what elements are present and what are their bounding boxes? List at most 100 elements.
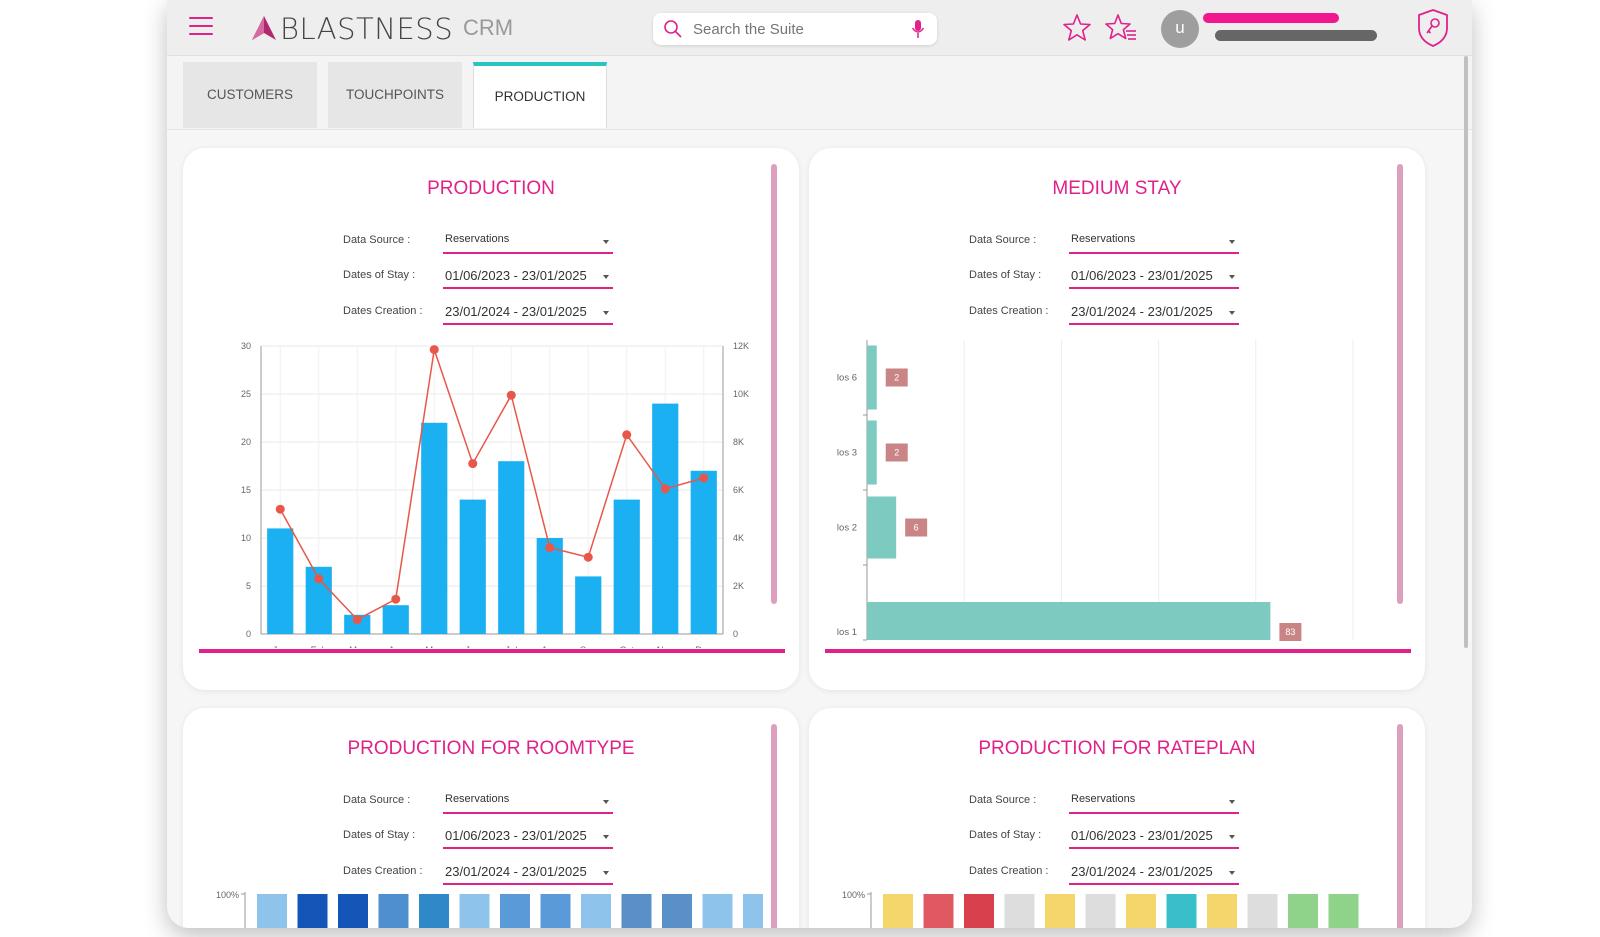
card-scrollbar[interactable] — [771, 724, 777, 928]
select-value: 23/01/2024 - 23/01/2025 — [445, 864, 587, 879]
stacked-bar — [1004, 894, 1035, 928]
data-source-select[interactable]: Reservations — [443, 228, 613, 254]
page-scrollbar[interactable] — [1464, 56, 1468, 648]
stacked-bar — [1045, 894, 1075, 928]
dates-stay-filter: Dates of Stay : 01/06/2023 - 23/01/2025 — [183, 823, 799, 849]
y-tick-left: 15 — [241, 485, 251, 495]
medium-stay-card: MEDIUM STAY Data Source : Reservations D… — [809, 148, 1425, 690]
line-point — [699, 473, 709, 483]
x-tick-label: Jan — [273, 645, 288, 648]
filter-label: Dates of Stay : — [969, 269, 1042, 281]
user-avatar[interactable]: u — [1161, 10, 1199, 48]
star-icon[interactable] — [1062, 13, 1092, 43]
dates-creation-select[interactable]: 23/01/2024 - 23/01/2025 — [1069, 299, 1239, 325]
data-source-filter: Data Source : Reservations — [809, 228, 1425, 254]
card-scrollbar[interactable] — [771, 164, 777, 604]
x-tick-label: Jul — [505, 645, 517, 648]
select-value: 01/06/2023 - 23/01/2025 — [1071, 268, 1213, 283]
data-source-select[interactable]: Reservations — [1069, 788, 1239, 814]
stacked-bar — [1247, 894, 1278, 928]
module-name: CRM — [463, 15, 514, 40]
microphone-icon[interactable] — [911, 19, 925, 39]
bar — [867, 420, 877, 485]
bar — [690, 470, 717, 634]
dates-creation-filter: Dates Creation : 23/01/2024 - 23/01/2025 — [809, 859, 1425, 885]
search-input[interactable] — [693, 18, 893, 40]
caret-down-icon — [1229, 871, 1235, 875]
card-title: PRODUCTION — [427, 178, 555, 199]
stacked-bar — [923, 894, 954, 928]
x-tick-label: Aug — [541, 645, 558, 648]
stacked-bar — [257, 894, 287, 928]
brand-name: BLASTNESS — [280, 12, 454, 46]
stacked-bar — [419, 894, 449, 928]
dates-stay-select[interactable]: 01/06/2023 - 23/01/2025 — [1069, 263, 1239, 289]
card-scrollbar[interactable] — [1397, 724, 1403, 928]
production-chart: 0 5 10 15 20 25 30 0 2K 4K 6K 8K 10K 12K Jan Feb Mar Apr M… — [241, 341, 749, 648]
select-value: 01/06/2023 - 23/01/2025 — [1071, 828, 1213, 843]
stacked-bar — [883, 894, 913, 928]
data-source-select[interactable]: Reservations — [1069, 228, 1239, 254]
bar — [867, 496, 897, 559]
bar — [613, 499, 640, 634]
filter-label: Dates Creation : — [969, 865, 1049, 877]
caret-down-icon — [1229, 275, 1235, 279]
dates-creation-filter: Dates Creation : 23/01/2024 - 23/01/2025 — [183, 299, 799, 325]
shield-key-icon[interactable] — [1416, 8, 1450, 48]
y-tick-label: 100% — [842, 890, 865, 900]
stacked-bar — [702, 894, 733, 928]
data-label-box — [885, 443, 908, 462]
card-scrollbar[interactable] — [1397, 164, 1403, 604]
stacked-bar — [297, 894, 328, 928]
caret-down-icon — [603, 275, 609, 279]
y-tick-right: 2K — [733, 581, 744, 591]
dates-creation-select[interactable]: 23/01/2024 - 23/01/2025 — [443, 299, 613, 325]
dates-stay-select[interactable]: 01/06/2023 - 23/01/2025 — [443, 263, 613, 289]
data-source-select[interactable]: Reservations — [443, 788, 613, 814]
tab-production[interactable]: PRODUCTION — [473, 62, 607, 128]
bar — [498, 461, 525, 634]
card-underline — [825, 649, 1411, 653]
data-label-box — [885, 368, 908, 387]
stacked-bar — [1288, 894, 1318, 928]
dates-creation-select[interactable]: 23/01/2024 - 23/01/2025 — [443, 859, 613, 885]
bar — [575, 576, 602, 634]
y-tick-label: los 3 — [837, 448, 857, 459]
select-value: Reservations — [445, 793, 510, 805]
data-label: 83 — [1285, 627, 1295, 637]
x-tick-label: Nov — [657, 645, 674, 648]
y-tick-right: 8K — [733, 437, 744, 447]
data-source-filter: Data Source : Reservations — [183, 228, 799, 254]
bar — [421, 422, 448, 634]
dates-stay-select[interactable]: 01/06/2023 - 23/01/2025 — [443, 823, 613, 849]
filter-label: Data Source : — [343, 794, 411, 806]
y-tick-left: 10 — [241, 533, 251, 543]
dates-stay-select[interactable]: 01/06/2023 - 23/01/2025 — [1069, 823, 1239, 849]
favorites-list-icon[interactable] — [1105, 13, 1137, 43]
y-tick-label: los 2 — [837, 523, 857, 534]
x-tick-label: May — [425, 645, 443, 648]
tab-customers[interactable]: CUSTOMERS — [183, 62, 317, 128]
tab-touchpoints[interactable]: TOUCHPOINTS — [328, 62, 462, 128]
dates-creation-filter: Dates Creation : 23/01/2024 - 23/01/2025 — [183, 859, 799, 885]
menu-icon[interactable] — [189, 17, 213, 37]
roomtype-chart: 100% — [216, 890, 763, 928]
select-value: Reservations — [1071, 233, 1136, 245]
user-name-bar — [1203, 13, 1339, 23]
data-label: 2 — [894, 448, 899, 458]
filter-label: Dates Creation : — [969, 305, 1049, 317]
y-tick-label: los 1 — [837, 627, 857, 638]
dates-stay-filter: Dates of Stay : 01/06/2023 - 23/01/2025 — [809, 823, 1425, 849]
x-tick-label: Mar — [349, 645, 365, 648]
search-box[interactable] — [653, 13, 937, 45]
stacked-bar — [964, 894, 994, 928]
y-tick-right: 6K — [733, 485, 744, 495]
card-underline — [199, 649, 785, 653]
data-source-filter: Data Source : Reservations — [183, 788, 799, 814]
y-tick-right: 12K — [733, 341, 749, 351]
dates-creation-select[interactable]: 23/01/2024 - 23/01/2025 — [1069, 859, 1239, 885]
line-point — [468, 459, 478, 469]
stacked-bar — [1085, 894, 1116, 928]
caret-down-icon — [603, 871, 609, 875]
select-value: 23/01/2024 - 23/01/2025 — [1071, 864, 1213, 879]
